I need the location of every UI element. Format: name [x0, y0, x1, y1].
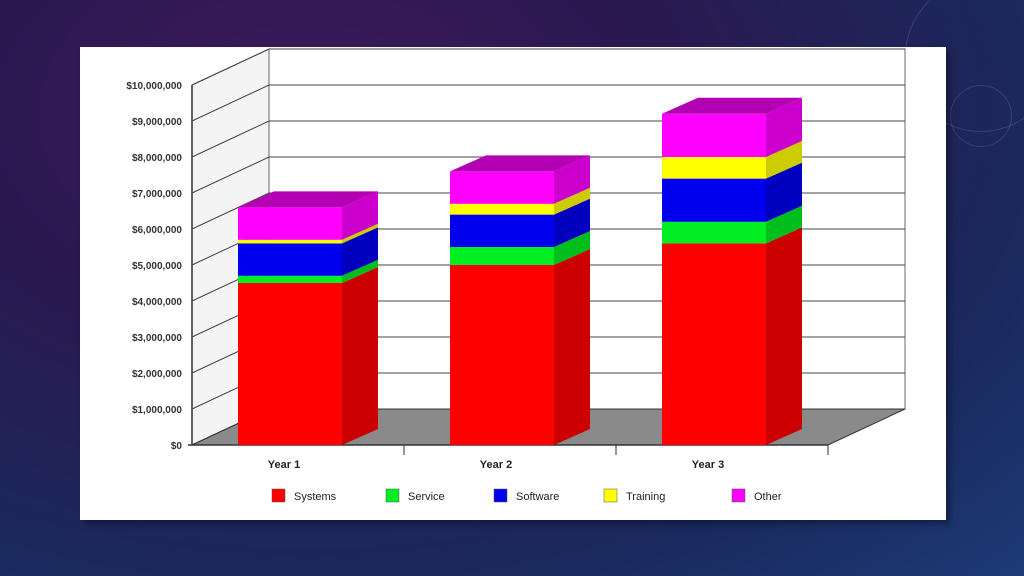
legend-label-training: Training [626, 491, 665, 503]
bar-segment-other-side [342, 191, 378, 240]
y-tick-label: $0 [171, 441, 183, 452]
bar-segment-software-front [662, 178, 766, 222]
bar-segment-software-front [450, 214, 554, 247]
bar-segment-other-side [766, 97, 802, 157]
stacked-bar-chart: $0 $1,000,000 $2,000,000 $3,000,000 $4,000,0… [126, 48, 906, 503]
bar-top [662, 97, 802, 114]
legend-swatch-other [731, 488, 746, 503]
bar-segment-systems-front [662, 243, 766, 445]
x-tick-label: Year 2 [480, 459, 512, 471]
bar-segment-other-front [450, 171, 554, 204]
legend-swatch-service [385, 488, 400, 503]
y-tick-label: $10,000,000 [126, 81, 182, 92]
bar-segment-systems-front [238, 283, 342, 445]
bar-segment-software-side [342, 227, 378, 276]
bar-segment-training-side [554, 187, 590, 215]
bar-top [450, 155, 590, 172]
bar-segment-other-front [662, 113, 766, 157]
y-tick-label: $6,000,000 [132, 225, 182, 236]
y-tick-label: $9,000,000 [132, 117, 182, 128]
legend-swatch-training [603, 488, 618, 503]
y-tick-label: $3,000,000 [132, 333, 182, 344]
legend-label-software: Software [516, 491, 559, 503]
y-tick-label: $1,000,000 [132, 405, 182, 416]
bar-segment-training-front [238, 239, 342, 244]
bar-segment-software-side [554, 198, 590, 247]
bar-segment-systems-front [450, 265, 554, 445]
bar-segment-service-side [766, 205, 802, 244]
legend-label-systems: Systems [294, 491, 337, 503]
y-tick-label: $4,000,000 [132, 297, 182, 308]
bar-segment-systems-side [342, 267, 378, 445]
x-tick-label: Year 1 [268, 459, 300, 471]
y-tick-label: $8,000,000 [132, 153, 182, 164]
chart-panel: $0 $1,000,000 $2,000,000 $3,000,000 $4,000,0… [80, 47, 946, 520]
legend-swatch-systems [271, 488, 286, 503]
bar-segment-service-side [554, 231, 590, 265]
bar-segment-systems-side [766, 227, 802, 445]
x-tick-label: Year 3 [692, 459, 724, 471]
legend-swatch-software [493, 488, 508, 503]
gridline [191, 84, 905, 122]
y-tick-label: $2,000,000 [132, 369, 182, 380]
bar-segment-other-front [238, 207, 342, 240]
bar-segment-service-front [238, 275, 342, 283]
bar-segment-service-front [450, 247, 554, 265]
bar-segment-service-front [662, 221, 766, 244]
decorative-circle-small [950, 85, 1012, 147]
bar-top [238, 191, 378, 208]
legend-label-service: Service [408, 491, 445, 503]
bar-segment-training-front [662, 157, 766, 179]
y-tick-label: $5,000,000 [132, 261, 182, 272]
bar-segment-service-side [342, 259, 378, 283]
legend-label-other: Other [754, 491, 782, 503]
bar-segment-software-side [766, 162, 802, 222]
bar-segment-other-side [554, 155, 590, 204]
y-tick-label: $7,000,000 [132, 189, 182, 200]
bar-segment-training-side [342, 223, 378, 244]
gridline [191, 48, 905, 86]
bar-segment-systems-side [554, 249, 590, 445]
bar-segment-software-front [238, 243, 342, 276]
bar-segment-training-front [450, 203, 554, 215]
bar-segment-training-side [766, 141, 802, 179]
